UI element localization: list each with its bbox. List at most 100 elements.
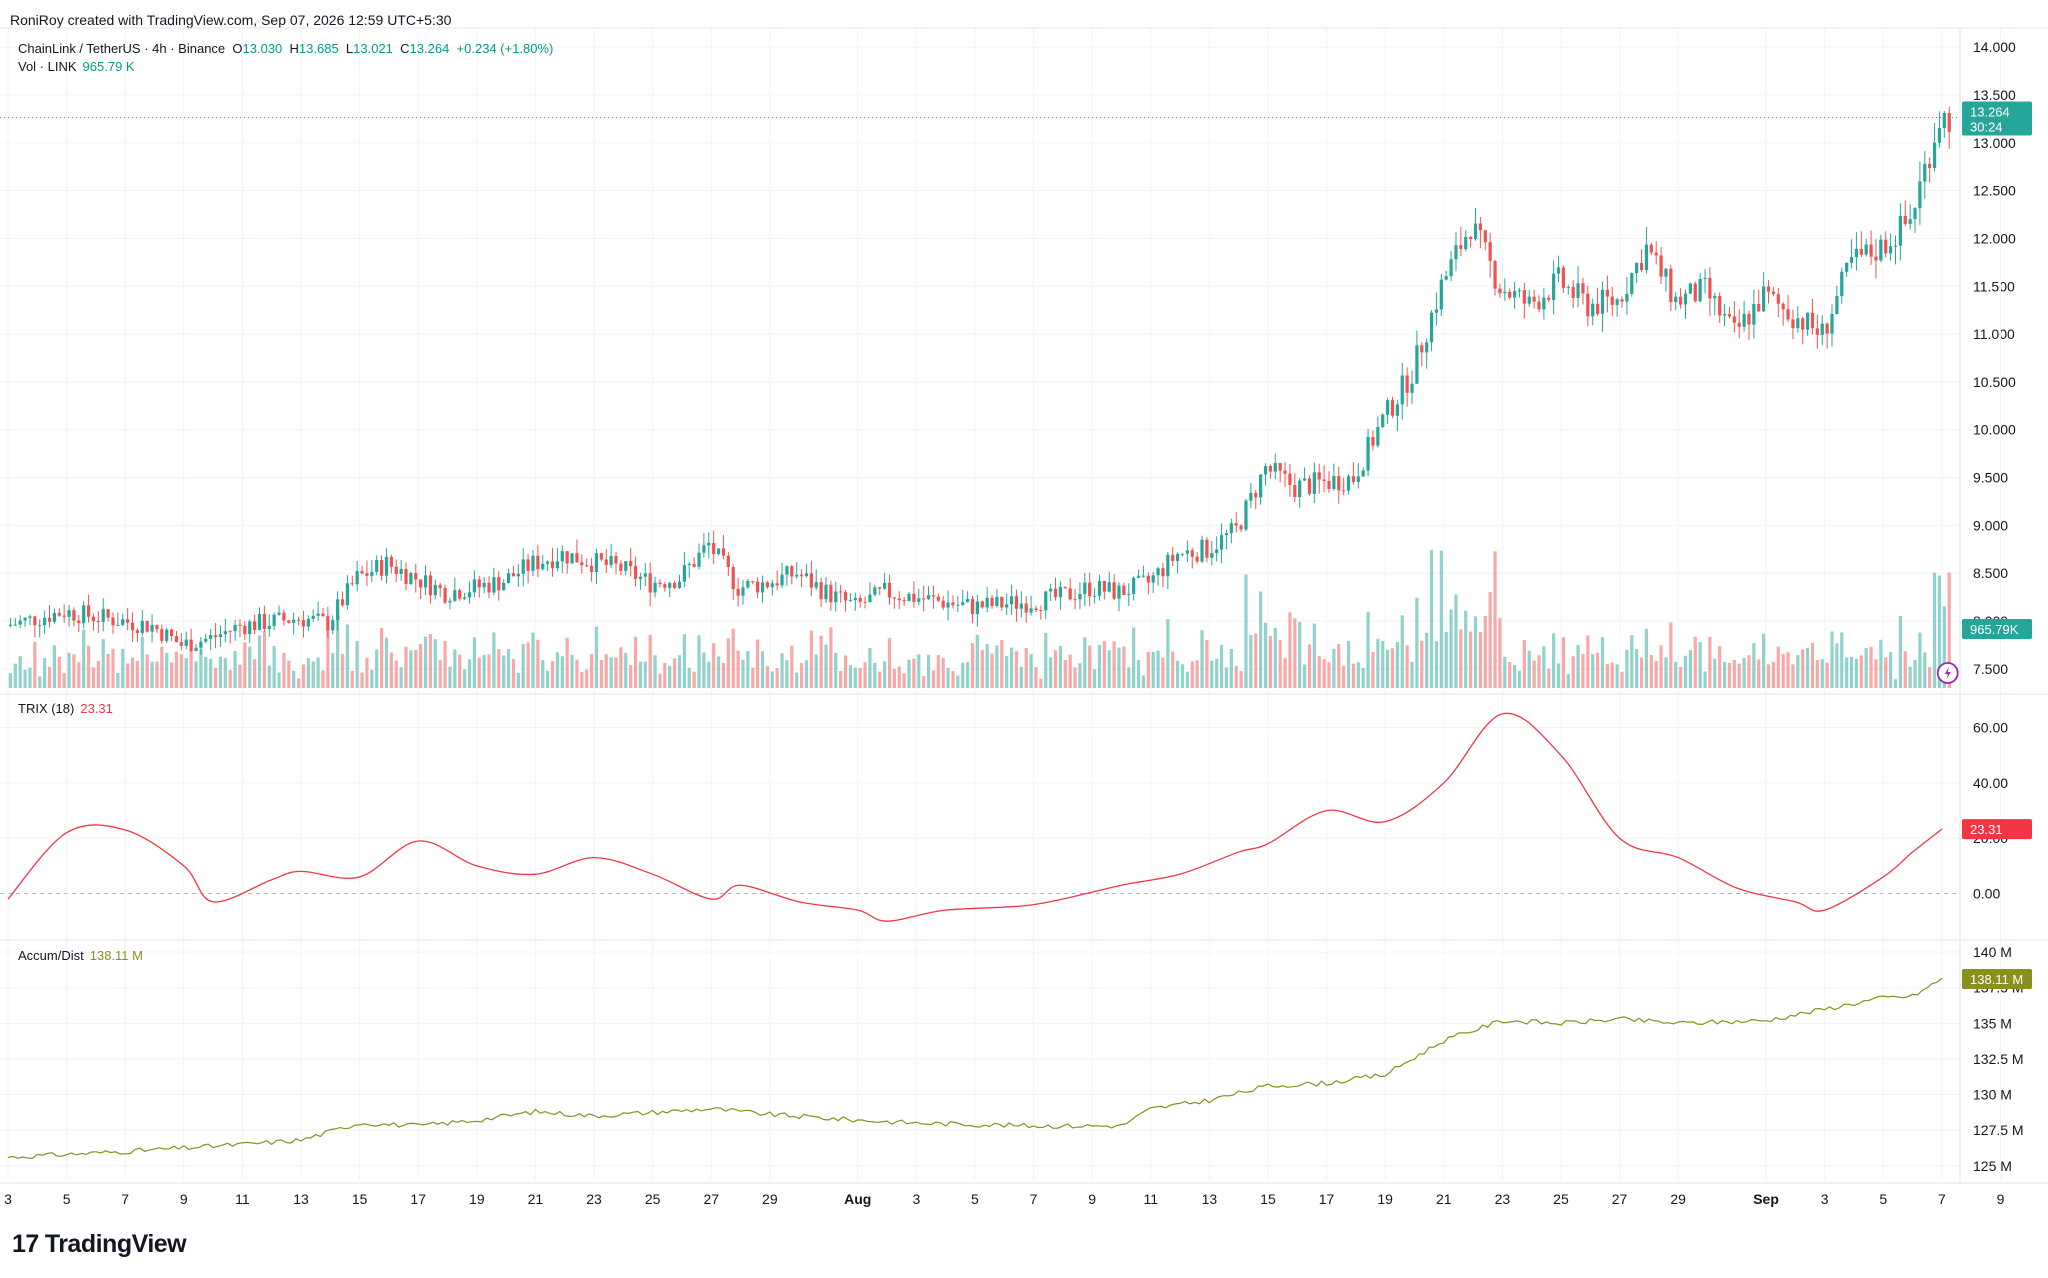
- candle-body: [1757, 303, 1761, 312]
- brand-name: TradingView: [44, 1230, 187, 1258]
- volume-bar: [409, 650, 413, 688]
- candle-body: [399, 568, 403, 574]
- candle-body: [1639, 262, 1644, 270]
- candle-body: [585, 565, 589, 567]
- candle-body: [1444, 276, 1448, 280]
- time-tick-label: 15: [1260, 1191, 1276, 1207]
- candle-body: [858, 597, 862, 602]
- volume-bar: [370, 669, 374, 688]
- volume-bar: [1058, 646, 1063, 688]
- candle-body: [834, 591, 838, 603]
- volume-bar: [697, 635, 701, 688]
- candle-body: [555, 561, 560, 569]
- volume-bar: [1249, 634, 1253, 688]
- candle-body: [233, 624, 237, 632]
- ad-tag-text: 138.11 M: [1970, 972, 2023, 987]
- volume-bar: [1781, 653, 1785, 688]
- candle-body: [1913, 208, 1917, 220]
- ad-tag[interactable]: 138.11 M: [1962, 969, 2032, 990]
- candle-body: [1171, 554, 1175, 561]
- volume-bar: [1537, 655, 1541, 688]
- time-tick-label: 7: [1030, 1191, 1038, 1207]
- candle-body: [1473, 223, 1478, 239]
- volume-bar: [1288, 612, 1292, 688]
- candle-body: [13, 624, 17, 626]
- trix-tick-label: 0.00: [1973, 886, 2000, 902]
- time-tick-label: 25: [645, 1191, 661, 1207]
- volume-bar: [345, 624, 350, 688]
- volume-bar: [1195, 660, 1199, 688]
- volume-tag[interactable]: 965.79K: [1962, 619, 2032, 639]
- candle-body: [8, 624, 13, 626]
- volume-bar: [985, 643, 989, 688]
- candle-body: [1342, 490, 1346, 492]
- candle-body: [165, 629, 169, 641]
- volume-legend: Vol · LINK 965.79 K: [18, 59, 135, 74]
- candle-body: [809, 573, 813, 588]
- candle-body: [1654, 252, 1658, 256]
- candle-body: [516, 573, 520, 577]
- volume-bar: [1732, 659, 1736, 688]
- candle-body: [712, 542, 716, 554]
- trix-tag[interactable]: 23.31: [1962, 819, 2032, 840]
- volume-bar: [746, 651, 750, 688]
- candle-body: [1283, 470, 1287, 474]
- ad-line: [7, 977, 1943, 1160]
- candle-body: [1029, 608, 1033, 613]
- candle-body: [1576, 283, 1580, 298]
- volume-bar: [316, 657, 320, 688]
- volume-bar: [980, 649, 984, 688]
- volume-bar: [1845, 657, 1849, 688]
- volume-bar: [970, 643, 975, 688]
- candle-body: [1302, 478, 1307, 481]
- volume-bar: [604, 654, 608, 688]
- candle-body: [1161, 568, 1165, 577]
- volume-bar: [536, 639, 540, 688]
- candle-body: [1923, 163, 1927, 182]
- volume-bar: [1576, 645, 1580, 688]
- volume-bar: [1136, 660, 1141, 688]
- volume-bar: [975, 634, 979, 688]
- candle-body: [941, 600, 945, 608]
- candle-body: [1674, 296, 1678, 303]
- volume-bar: [243, 642, 247, 688]
- candle-body: [47, 617, 52, 622]
- candle-body: [785, 566, 789, 575]
- price-tick-label: 7.500: [1973, 661, 2008, 677]
- candle-body: [448, 600, 452, 603]
- candle-body: [1273, 463, 1277, 472]
- volume-bar: [1522, 639, 1526, 688]
- volume-bar: [1439, 550, 1443, 688]
- volume-bar: [853, 667, 857, 688]
- candle-body: [726, 555, 730, 568]
- candle-body: [526, 559, 530, 571]
- high-label: H: [289, 41, 299, 56]
- trix-line: [7, 712, 1943, 922]
- candle-body: [228, 631, 232, 633]
- volume-bar: [1581, 653, 1585, 688]
- volume-bar: [360, 672, 364, 688]
- candle-body: [975, 601, 979, 615]
- candle-body: [1815, 328, 1819, 335]
- candle-body: [1849, 257, 1854, 263]
- volume-bar: [506, 649, 511, 688]
- candle-body: [1307, 478, 1312, 494]
- volume-bar: [1947, 572, 1951, 688]
- volume-bar: [169, 662, 174, 688]
- candle-body: [419, 579, 423, 588]
- volume-bar: [82, 629, 86, 688]
- candle-body: [292, 619, 296, 623]
- volume-bar: [951, 670, 955, 688]
- candle-body: [453, 590, 457, 601]
- candle-body: [262, 614, 266, 630]
- candle-body: [648, 573, 652, 593]
- ad-tag-bg: [1962, 969, 2032, 990]
- tradingview-brand[interactable]: 17 TradingView: [12, 1230, 187, 1259]
- lightning-badge-icon[interactable]: [1936, 662, 1959, 684]
- volume-bar: [1459, 629, 1463, 688]
- volume-bar: [1610, 662, 1614, 688]
- candle-body: [487, 582, 491, 593]
- volume-bar: [331, 653, 335, 688]
